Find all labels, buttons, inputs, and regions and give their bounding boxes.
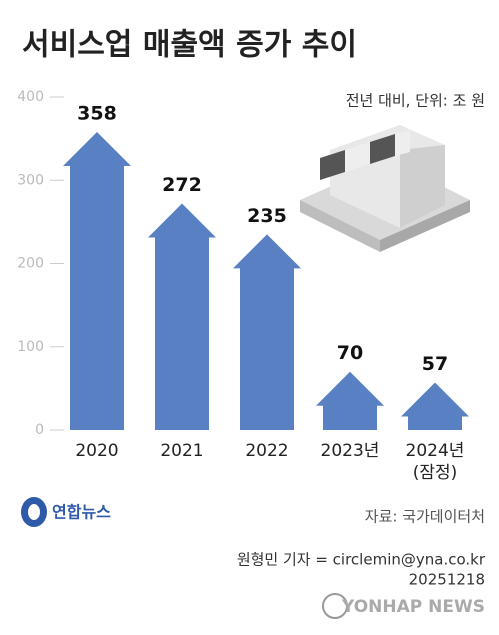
chart-subtitle: 전년 대비, 단위: 조 원 [346, 92, 485, 110]
x-tick-label: 2021 [160, 441, 204, 461]
yonhap-logo: 연합뉴스 [21, 497, 111, 527]
y-tick-label: 200 [17, 256, 44, 272]
y-tick-label: 0 [35, 422, 44, 438]
bar [63, 131, 131, 430]
bar [148, 203, 216, 430]
store-illustration [300, 125, 470, 252]
chart-title: 서비스업 매출액 증가 추이 [22, 28, 357, 63]
source: 자료: 국가데이터처 [365, 508, 485, 526]
y-tick-label: 100 [17, 339, 44, 355]
x-tick-label: 2020 [75, 441, 119, 461]
y-tick-label: 400 [17, 89, 44, 105]
watermark-icon [322, 593, 348, 619]
x-tick-label: 2024년 (잠정) [405, 441, 465, 483]
date: 20251218 [409, 571, 485, 589]
value-label: 358 [77, 102, 117, 124]
value-label: 272 [162, 174, 202, 196]
bar [401, 382, 469, 430]
value-label: 235 [247, 205, 287, 227]
bar [316, 371, 384, 430]
x-tick-label: 2023년 [320, 441, 380, 461]
bar [233, 234, 301, 430]
y-tick-label: 300 [17, 172, 44, 188]
x-tick-label: 2022 [245, 441, 289, 461]
value-label: 57 [422, 353, 448, 375]
value-label: 70 [337, 342, 363, 364]
logo-text: 연합뉴스 [52, 503, 111, 522]
watermark: YONHAP NEWS [341, 597, 485, 617]
credit: 원형민 기자 = circlemin@yna.co.kr [237, 551, 486, 569]
